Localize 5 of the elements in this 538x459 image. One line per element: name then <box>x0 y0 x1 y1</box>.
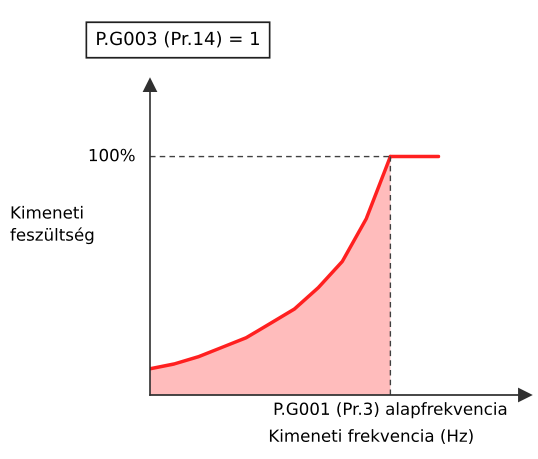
chart-title: P.G003 (Pr.14) = 1 <box>97 31 259 48</box>
text: P.G001 (Pr.3) alapfrekvencia <box>274 402 506 418</box>
ref-line-label: 100% <box>90 148 135 162</box>
x-axis-title: Kimeneti frekvencia (Hz) <box>270 429 473 444</box>
y-axis-title: Kimeneti feszültség <box>10 206 94 244</box>
